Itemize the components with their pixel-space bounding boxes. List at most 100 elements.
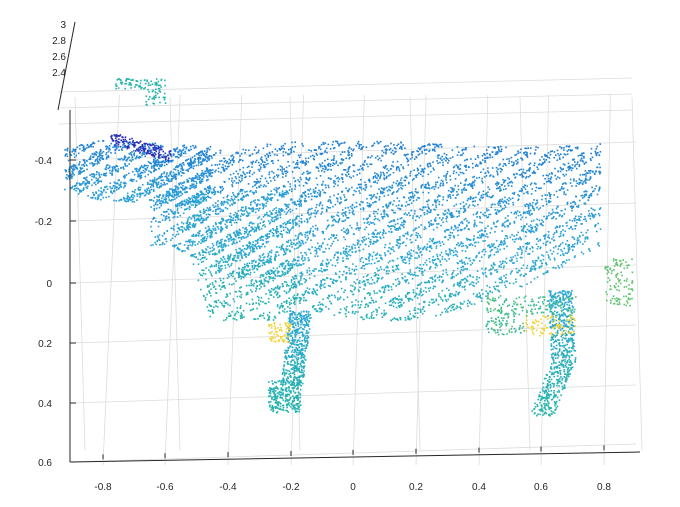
cloud-point (504, 179, 507, 182)
cloud-point (295, 285, 298, 287)
cloud-point (506, 198, 509, 201)
cloud-point (584, 194, 586, 196)
cloud-point (417, 275, 419, 277)
cloud-point (275, 218, 278, 221)
cloud-point (381, 150, 384, 152)
cloud-point (536, 238, 538, 240)
cloud-point (317, 304, 320, 306)
cloud-point (259, 222, 262, 224)
cloud-point (187, 170, 189, 172)
cloud-point (344, 266, 347, 268)
cloud-point (293, 302, 295, 304)
cloud-point (324, 270, 326, 272)
cloud-point (358, 240, 360, 242)
cloud-point (567, 165, 570, 168)
cloud-point (423, 168, 426, 170)
cloud-point (460, 221, 462, 224)
cloud-point (202, 197, 204, 200)
cloud-point (457, 229, 459, 232)
cloud-point (227, 162, 230, 165)
cloud-point (590, 192, 593, 195)
cloud-point (457, 262, 459, 265)
cloud-point (498, 266, 500, 268)
cloud-point (262, 274, 265, 276)
cloud-point (451, 275, 454, 278)
cloud-point (367, 205, 370, 208)
cloud-point (204, 256, 206, 259)
cloud-point (541, 224, 543, 226)
cloud-point (497, 168, 499, 170)
cloud-point (224, 261, 227, 263)
cloud-point (223, 161, 226, 163)
cloud-point (319, 192, 322, 195)
cloud-point (433, 188, 436, 190)
cloud-point (305, 163, 307, 165)
cloud-point (362, 280, 365, 282)
cloud-point (302, 260, 304, 262)
cloud-point (306, 170, 309, 173)
cloud-point (499, 163, 501, 165)
cloud-point (557, 153, 559, 155)
cloud-point (372, 181, 375, 184)
cloud-point (322, 298, 324, 301)
cloud-point (220, 171, 222, 174)
cloud-point (208, 196, 210, 198)
cloud-point (321, 165, 324, 168)
cloud-point (391, 301, 394, 304)
cloud-point (166, 210, 168, 213)
cloud-point (172, 245, 174, 247)
cloud-point (450, 227, 453, 230)
cloud-point (287, 161, 289, 163)
cloud-point (428, 225, 430, 228)
cloud-point (394, 211, 396, 214)
cloud-point (189, 166, 192, 169)
cloud-point (422, 248, 424, 251)
cloud-point (165, 160, 168, 163)
cloud-point (367, 165, 369, 168)
cloud-point (214, 171, 216, 173)
cloud-point (391, 149, 394, 152)
cloud-point (571, 149, 573, 152)
cloud-point (419, 290, 421, 293)
cloud-point (226, 225, 228, 227)
cloud-point (445, 271, 448, 274)
cloud-point (465, 268, 467, 270)
cloud-point (482, 233, 485, 236)
cloud-point (472, 259, 475, 261)
cloud-point (464, 184, 466, 186)
cloud-point (555, 207, 558, 210)
cloud-point (596, 166, 599, 169)
cloud-point (476, 293, 478, 296)
cloud-point (323, 164, 326, 167)
cloud-point (354, 251, 357, 253)
cloud-point (556, 149, 559, 152)
cloud-point (391, 209, 393, 211)
cloud-point (523, 152, 525, 155)
cloud-point (450, 309, 452, 312)
cloud-point (181, 250, 183, 253)
cloud-point (177, 233, 180, 235)
cloud-point (437, 276, 439, 279)
cloud-point (352, 285, 354, 287)
cloud-point (379, 175, 382, 177)
cloud-point (255, 181, 257, 183)
cloud-point (589, 194, 592, 196)
cloud-point (509, 223, 511, 225)
cloud-point (379, 237, 382, 240)
cloud-point (463, 189, 465, 191)
cloud-point (521, 176, 524, 178)
cloud-point (369, 241, 371, 243)
cloud-point (365, 238, 368, 240)
cloud-point (489, 250, 492, 253)
cloud-point (414, 174, 417, 177)
cloud-point (283, 274, 285, 276)
cloud-point (440, 179, 443, 182)
cloud-point (476, 211, 479, 213)
cloud-point (401, 255, 404, 258)
cloud-point (346, 171, 349, 174)
cloud-point (328, 199, 330, 201)
cloud-point (528, 163, 530, 166)
cloud-point (284, 281, 286, 283)
cloud-point (151, 184, 153, 186)
cloud-point (526, 170, 528, 172)
